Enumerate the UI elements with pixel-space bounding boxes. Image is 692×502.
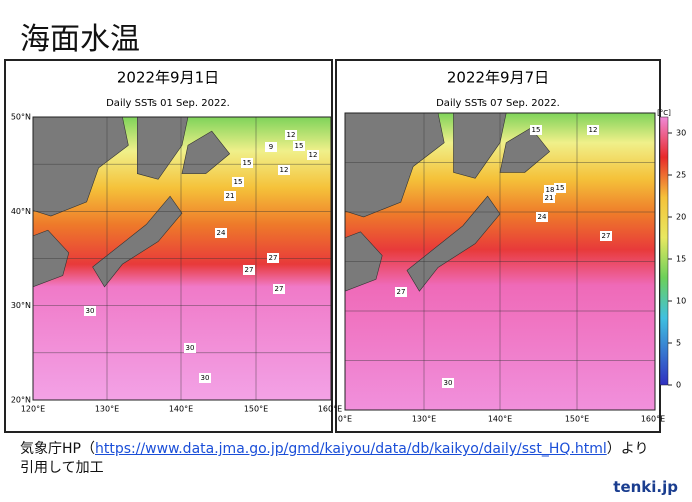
contour-label: 12 <box>309 151 318 159</box>
contour-label-bg <box>530 125 542 135</box>
lon-label: 0°E <box>338 415 352 424</box>
lon-label: 130°E <box>412 415 436 424</box>
contour-label-bg <box>395 287 407 297</box>
contour-label-bg <box>265 142 277 152</box>
footer: 気象庁HP（https://www.data.jma.go.jp/gmd/kai… <box>20 440 648 478</box>
contour-label-bg <box>273 284 285 294</box>
contour-label-bg <box>587 125 599 135</box>
page-title: 海面水温 <box>20 22 140 57</box>
contour-label: 15 <box>243 159 252 167</box>
colorbar-tick-label: 25 <box>676 171 686 180</box>
lat-label: 20°N <box>11 396 31 405</box>
contour-label-bg <box>278 165 290 175</box>
contour-label-bg <box>544 185 556 195</box>
contour-label: 27 <box>397 288 406 296</box>
contour-label: 9 <box>269 143 273 151</box>
contour-label: 18 <box>546 186 555 194</box>
panel-caption: Daily SSTs 01 Sep. 2022. <box>106 98 230 109</box>
lon-label: 120°E <box>21 405 45 414</box>
footer-suffix: ）より <box>606 441 649 457</box>
contour-label: 15 <box>234 178 243 186</box>
maps: 2022年9月1日 Daily SSTs 01 Sep. 2022. 50°N 40°… <box>4 59 686 433</box>
lon-label: 150°E <box>244 405 268 414</box>
land <box>406 195 501 292</box>
contour-label-bg <box>543 193 555 203</box>
panel-caption: Daily SSTs 07 Sep. 2022. <box>436 98 560 109</box>
contour-label-bg <box>199 373 211 383</box>
contour-label: 30 <box>201 374 210 382</box>
contour-label: 24 <box>538 213 547 221</box>
colorbar-tick-label: 0 <box>676 381 681 390</box>
logo: tenki.jp <box>613 478 678 496</box>
contour-label: 12 <box>589 126 598 134</box>
contour-label-bg <box>554 183 566 193</box>
lon-label: 140°E <box>488 415 512 424</box>
contour-label: 21 <box>226 192 235 200</box>
contour-label-bg <box>293 141 305 151</box>
source-link[interactable]: https://www.data.jma.go.jp/gmd/kaiyou/da… <box>94 441 607 457</box>
lat-label: 40°N <box>11 207 31 216</box>
contour-label-bg <box>232 177 244 187</box>
contour-label: 27 <box>275 285 284 293</box>
lon-label: 160°E <box>318 405 342 414</box>
contour-label: 21 <box>545 194 554 202</box>
contour-label: 27 <box>602 232 611 240</box>
map-frame <box>344 112 656 411</box>
contour-label: 27 <box>269 254 278 262</box>
contour-label: 15 <box>295 142 304 150</box>
lon-label: 140°E <box>169 405 193 414</box>
contour-label-bg <box>241 158 253 168</box>
land <box>92 195 183 288</box>
lon-label: 130°E <box>95 405 119 414</box>
contour-label: 15 <box>556 184 565 192</box>
contour-label-bg <box>267 253 279 263</box>
panel-date: 2022年9月1日 <box>117 69 219 87</box>
contour-label: 27 <box>245 266 254 274</box>
contour-label: 12 <box>280 166 289 174</box>
colorbar-tick-label: 15 <box>676 255 686 264</box>
lat-label: 50°N <box>11 113 31 122</box>
colorbar-tick-label: 30 <box>676 129 686 138</box>
map-frame <box>32 116 332 401</box>
colorbar-unit: [°C] <box>657 109 671 117</box>
contour-label-bg <box>184 343 196 353</box>
contour-label-bg <box>84 306 96 316</box>
contour-label-bg <box>215 228 227 238</box>
lat-label: 30°N <box>11 301 31 310</box>
land <box>181 130 231 174</box>
colorbar-tick-label: 20 <box>676 213 686 222</box>
contour-label-bg <box>536 212 548 222</box>
colorbar-tick-label: 10 <box>676 297 686 306</box>
contour-label: 15 <box>532 126 541 134</box>
contour-label-bg <box>600 231 612 241</box>
contour-label-bg <box>442 378 454 388</box>
contour-label: 24 <box>217 229 226 237</box>
contour-label-bg <box>307 150 319 160</box>
contour-label: 12 <box>287 131 296 139</box>
panel-frame <box>4 59 333 433</box>
lon-label: 150°E <box>565 415 589 424</box>
land <box>499 127 551 173</box>
contour-label: 30 <box>86 307 95 315</box>
footer-line2: 引用して加工 <box>20 460 104 476</box>
contour-label: 30 <box>186 344 195 352</box>
footer-prefix: 気象庁HP（ <box>20 441 95 457</box>
contour-label: 30 <box>444 379 453 387</box>
contour-label-bg <box>224 191 236 201</box>
panel-date: 2022年9月7日 <box>447 69 549 87</box>
contour-label-bg <box>243 265 255 275</box>
lon-label: 160°E <box>641 415 665 424</box>
colorbar <box>659 116 669 386</box>
colorbar-tick-label: 5 <box>676 339 681 348</box>
contour-label-bg <box>285 130 297 140</box>
